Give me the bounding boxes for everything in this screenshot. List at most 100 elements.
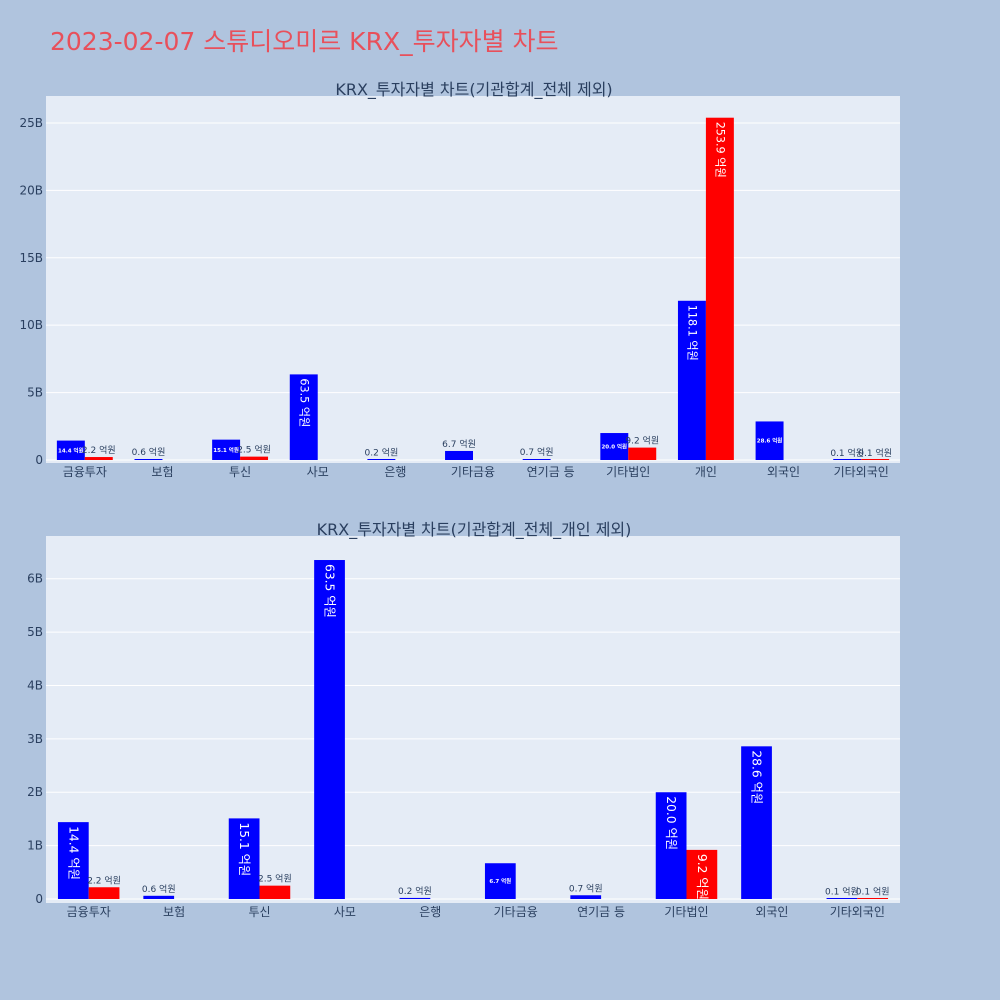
data-label: 28.6 억원 bbox=[757, 437, 783, 445]
x-tick-label: 은행 bbox=[419, 904, 441, 919]
x-tick-label: 금융투자 bbox=[63, 465, 107, 479]
bar-blue bbox=[570, 895, 602, 899]
bar-blue bbox=[228, 818, 260, 899]
x-tick-label: 외국인 bbox=[755, 905, 788, 919]
bar-blue bbox=[57, 822, 89, 899]
x-tick-label: 기타금융 bbox=[451, 465, 495, 479]
y-tick-label: 20B bbox=[19, 183, 43, 197]
data-label: 20.0 억원 bbox=[601, 443, 627, 451]
chart-title: KRX_투자자별 차트(기관합계_전체_개인 제외) bbox=[317, 520, 632, 540]
x-tick-label: 기타외국인 bbox=[830, 905, 885, 919]
x-tick-label: 금융투자 bbox=[67, 905, 111, 919]
bar-red bbox=[705, 117, 734, 460]
bar-blue bbox=[741, 746, 772, 899]
data-label: 63.5 억원 bbox=[323, 564, 337, 618]
x-tick-label: 외국인 bbox=[767, 465, 800, 479]
y-tick-label: 5B bbox=[27, 625, 43, 639]
bar-red bbox=[861, 459, 890, 460]
data-label: 15.1 억원 bbox=[237, 822, 251, 876]
y-tick-label: 0 bbox=[35, 892, 43, 906]
data-label: 0.7 억원 bbox=[520, 446, 554, 458]
data-label: 15.1 억원 bbox=[213, 446, 239, 454]
bar-blue bbox=[134, 459, 163, 460]
data-label: 28.6 억원 bbox=[750, 750, 764, 804]
data-label: 63.5 억원 bbox=[297, 378, 310, 427]
x-tick-label: 은행 bbox=[384, 464, 406, 479]
bar-blue bbox=[399, 897, 431, 899]
data-label: 0.6 억원 bbox=[142, 883, 176, 895]
bar-blue bbox=[655, 792, 687, 899]
data-label: 253.9 억원 bbox=[713, 122, 726, 178]
x-tick-label: 기타금융 bbox=[494, 905, 538, 919]
data-label: 14.4 억원 bbox=[58, 446, 84, 454]
data-label: 0.1 억원 bbox=[858, 447, 892, 459]
data-label: 2.5 억원 bbox=[237, 444, 271, 456]
data-label: 6.7 억원 bbox=[442, 438, 476, 450]
x-tick-label: 기타외국인 bbox=[834, 465, 889, 479]
bar-blue bbox=[445, 450, 473, 460]
investor-chart-1: 0 5B 10B 15B 20B 25B KRX_투자자별 차트(기관합계_전체 제외) 금융… bbox=[19, 80, 900, 479]
data-label: 6.7 억원 bbox=[489, 877, 511, 885]
data-label: 0.7 억원 bbox=[569, 882, 603, 894]
bar-red bbox=[686, 849, 718, 899]
x-tick-label: 사모 bbox=[334, 905, 356, 919]
y-tick-label: 1B bbox=[27, 839, 43, 853]
bar-blue bbox=[677, 300, 706, 460]
x-tick-label: 보험 bbox=[151, 465, 173, 479]
x-tick-label: 사모 bbox=[307, 465, 329, 479]
bar-blue bbox=[833, 459, 862, 460]
data-label: 9.2 억원 bbox=[625, 435, 659, 447]
page-title: 2023-02-07 스튜디오미르 KRX_투자자별 차트 bbox=[50, 27, 559, 56]
bar-blue bbox=[314, 560, 345, 899]
x-tick-label: 연기금 등 bbox=[577, 905, 625, 919]
y-tick-label: 4B bbox=[27, 678, 43, 692]
data-label: 0.1 억원 bbox=[825, 885, 859, 897]
data-label: 9.2 억원 bbox=[695, 854, 709, 900]
y-tick-label: 0 bbox=[35, 453, 43, 467]
bar-blue bbox=[600, 433, 629, 460]
x-tick-label: 투신 bbox=[229, 465, 251, 479]
y-tick-label: 10B bbox=[19, 318, 43, 332]
x-tick-label: 기타법인 bbox=[606, 465, 650, 479]
bar-blue bbox=[212, 439, 241, 460]
bar-blue bbox=[367, 459, 396, 460]
data-label: 2.5 억원 bbox=[258, 873, 292, 885]
data-label: 0.2 억원 bbox=[365, 447, 399, 459]
bar-blue bbox=[522, 459, 551, 460]
data-label: 2.2 억원 bbox=[82, 444, 116, 456]
data-label: 2.2 억원 bbox=[87, 874, 121, 886]
chart-title: KRX_투자자별 차트(기관합계_전체 제외) bbox=[335, 80, 612, 100]
plot-area bbox=[46, 96, 900, 463]
bar-red bbox=[240, 456, 269, 460]
bar-red bbox=[628, 447, 657, 460]
data-label: 14.4 억원 bbox=[66, 826, 80, 880]
bar-blue bbox=[484, 863, 516, 899]
bar-blue bbox=[755, 421, 784, 460]
bar-red bbox=[84, 457, 113, 460]
data-label: 20.0 억원 bbox=[664, 796, 678, 850]
data-label: 0.2 억원 bbox=[398, 885, 432, 897]
y-tick-label: 6B bbox=[27, 572, 43, 586]
y-tick-label: 15B bbox=[19, 251, 43, 265]
data-label: 0.1 억원 bbox=[856, 885, 890, 897]
data-label: 0.1 억원 bbox=[830, 447, 864, 459]
data-label: 0.6 억원 bbox=[132, 446, 166, 458]
x-tick-label: 투신 bbox=[248, 905, 270, 919]
bar-red bbox=[259, 885, 291, 899]
bar-blue bbox=[56, 440, 85, 460]
y-tick-label: 5B bbox=[27, 386, 43, 400]
y-tick-label: 2B bbox=[27, 785, 43, 799]
bar-blue bbox=[826, 898, 858, 899]
y-tick-label: 25B bbox=[19, 116, 43, 130]
bar-blue bbox=[143, 895, 175, 899]
bar-blue bbox=[289, 374, 318, 460]
data-label: 118.1 억원 bbox=[685, 305, 698, 361]
bar-red bbox=[857, 898, 889, 899]
x-tick-label: 연기금 등 bbox=[527, 465, 575, 479]
x-tick-label: 기타법인 bbox=[664, 905, 708, 919]
x-tick-label: 보험 bbox=[163, 905, 185, 919]
x-tick-label: 개인 bbox=[695, 465, 717, 479]
bar-red bbox=[88, 887, 120, 899]
y-tick-label: 3B bbox=[27, 732, 43, 746]
